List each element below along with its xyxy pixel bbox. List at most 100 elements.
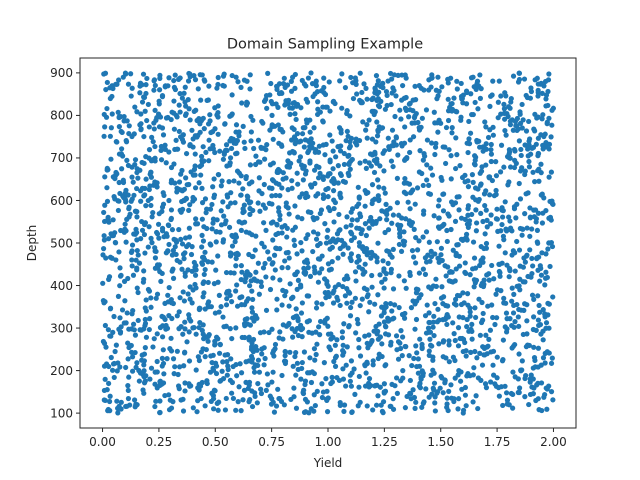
scatter-point (100, 280, 106, 286)
scatter-point (378, 402, 384, 408)
scatter-point (368, 255, 374, 261)
scatter-point (176, 309, 182, 315)
scatter-point (443, 273, 449, 279)
scatter-point (210, 396, 217, 402)
scatter-point (490, 314, 496, 321)
scatter-point (318, 88, 325, 94)
scatter-point (542, 311, 548, 317)
scatter-point (134, 247, 140, 254)
scatter-point (548, 169, 555, 175)
scatter-point (469, 336, 475, 342)
scatter-point (372, 253, 378, 259)
scatter-point (287, 281, 293, 287)
x-tick-label: 1.25 (371, 435, 398, 449)
scatter-point (521, 307, 527, 313)
scatter-point (113, 169, 119, 176)
scatter-point (151, 87, 157, 93)
x-tick-label: 0.75 (258, 435, 285, 449)
scatter-point (528, 85, 534, 91)
scatter-point (331, 205, 337, 212)
scatter-point (540, 307, 546, 313)
scatter-point (373, 402, 380, 408)
scatter-point (549, 122, 555, 128)
scatter-point (516, 283, 522, 289)
scatter-point (460, 314, 466, 321)
scatter-point (381, 285, 387, 291)
scatter-point (135, 175, 141, 181)
scatter-point (477, 350, 483, 356)
scatter-point (186, 234, 193, 240)
scatter-point (290, 294, 296, 300)
scatter-point (364, 96, 370, 102)
scatter-point (535, 267, 541, 273)
scatter-point (147, 376, 153, 382)
scatter-point (129, 263, 135, 269)
scatter-point (466, 218, 473, 224)
scatter-point (424, 302, 430, 308)
scatter-point (288, 396, 294, 403)
scatter-point (325, 283, 331, 289)
scatter-point (269, 326, 275, 332)
scatter-point (329, 138, 335, 144)
scatter-point (229, 111, 235, 117)
scatter-point (128, 71, 134, 77)
scatter-point (519, 101, 525, 108)
x-axis-ticks: 0.00 0.25 0.50 0.75 1.00 1.25 1.50 1.75 2.00 (89, 428, 567, 449)
scatter-point (366, 376, 373, 382)
scatter-point (197, 129, 203, 135)
scatter-point (211, 194, 217, 200)
scatter-point (426, 310, 432, 316)
scatter-point (489, 302, 495, 308)
scatter-point (133, 257, 139, 263)
scatter-point (352, 391, 358, 397)
y-tick-label: 900 (50, 66, 73, 80)
scatter-point (411, 355, 417, 362)
scatter-point (461, 300, 467, 306)
scatter-point (154, 331, 160, 337)
scatter-point (538, 192, 544, 198)
scatter-point (112, 175, 118, 182)
scatter-point (402, 124, 408, 130)
scatter-point (231, 178, 237, 184)
scatter-point (390, 406, 397, 412)
scatter-point (202, 249, 208, 255)
scatter-point (253, 233, 259, 239)
scatter-point (104, 105, 110, 112)
scatter-point (143, 82, 149, 88)
scatter-point (293, 372, 299, 378)
scatter-point (170, 275, 177, 281)
scatter-point (243, 175, 249, 182)
scatter-point (302, 271, 308, 277)
scatter-point (124, 310, 130, 316)
scatter-point (143, 334, 150, 340)
scatter-point (353, 81, 359, 87)
scatter-point (482, 119, 488, 125)
scatter-point (522, 259, 528, 265)
scatter-point (171, 126, 177, 132)
scatter-point (355, 321, 361, 327)
scatter-point (240, 186, 246, 192)
scatter-point (143, 203, 149, 209)
scatter-point (114, 81, 120, 87)
scatter-point (181, 90, 187, 96)
scatter-point (301, 144, 307, 150)
scatter-point (325, 323, 331, 329)
scatter-point (360, 271, 366, 277)
scatter-point (108, 156, 114, 162)
scatter-point (224, 352, 231, 358)
scatter-point (337, 402, 343, 408)
scatter-point (211, 176, 217, 182)
scatter-point (101, 237, 107, 243)
scatter-point (109, 93, 115, 100)
scatter-point (241, 139, 247, 145)
scatter-point (362, 261, 368, 267)
scatter-point (419, 170, 425, 177)
scatter-point (141, 362, 147, 368)
scatter-point (145, 244, 151, 250)
scatter-point (180, 408, 187, 414)
scatter-point (473, 207, 479, 213)
scatter-point (175, 371, 181, 378)
scatter-point (263, 274, 269, 280)
scatter-point (352, 139, 359, 146)
scatter-point (464, 324, 470, 330)
